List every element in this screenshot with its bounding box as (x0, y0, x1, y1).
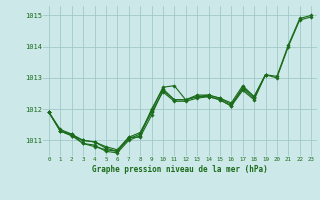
X-axis label: Graphe pression niveau de la mer (hPa): Graphe pression niveau de la mer (hPa) (92, 165, 268, 174)
